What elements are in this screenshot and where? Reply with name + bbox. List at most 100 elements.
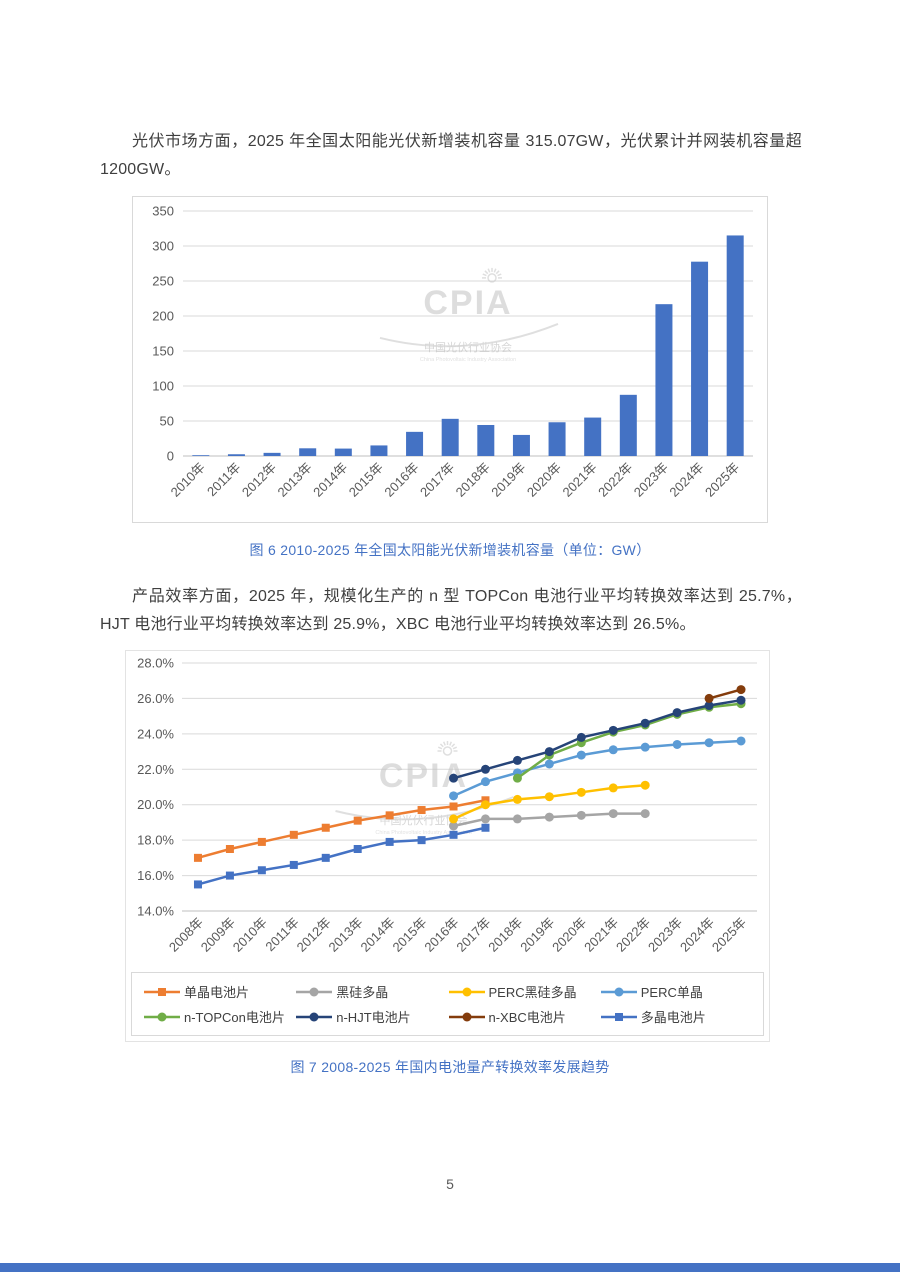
series-marker-PERC黑硅多晶 — [449, 814, 459, 824]
series-marker-黑硅多晶 — [512, 814, 522, 824]
cpia-watermark-logo: CPIA 中国光伏行业协会 China Photovoltaic Industry … — [379, 267, 559, 363]
series-marker-黑硅多晶 — [640, 809, 650, 819]
svg-text:2021年: 2021年 — [560, 460, 600, 500]
bar-chart-canvas: 0 50 100 150 200 250 300 350 CPIA 中国光伏行业协会 China P… — [152, 204, 753, 500]
bar-2017年 — [441, 418, 459, 456]
bar-2011年 — [227, 454, 245, 456]
bar-2013年 — [299, 448, 317, 456]
series-marker-多晶电池片 — [321, 853, 330, 862]
series-marker-PERC黑硅多晶 — [640, 780, 650, 790]
svg-text:18.0%: 18.0% — [137, 833, 174, 848]
svg-text:26.0%: 26.0% — [137, 691, 174, 706]
series-marker-黑硅多晶 — [480, 814, 490, 824]
series-marker-单晶电池片 — [385, 811, 394, 820]
svg-text:2013年: 2013年 — [275, 460, 315, 500]
series-marker-n-HJT电池片 — [736, 695, 746, 705]
series-line-多晶电池片 — [197, 826, 486, 886]
svg-text:2023年: 2023年 — [631, 460, 671, 500]
svg-text:2010年: 2010年 — [230, 915, 270, 955]
bar-2015年 — [370, 445, 388, 456]
series-marker-n-HJT电池片 — [608, 725, 618, 735]
series-marker-PERC黑硅多晶 — [544, 792, 554, 802]
line-chart-canvas: 14.0% 16.0% 18.0% 20.0% 22.0% 24.0% 26.0% 28.0%… — [137, 656, 757, 955]
series-marker-PERC单晶 — [449, 791, 459, 801]
series-marker-单晶电池片 — [449, 802, 458, 811]
bar-2014年 — [334, 448, 352, 456]
svg-text:28.0%: 28.0% — [137, 656, 174, 671]
series-marker-多晶电池片 — [481, 823, 490, 832]
series-marker-黑硅多晶 — [608, 809, 618, 819]
figure6-caption: 图 6 2010-2025 年全国太阳能光伏新增装机容量（单位：GW） — [249, 542, 651, 558]
series-marker-单晶电池片 — [353, 816, 362, 825]
svg-text:2024年: 2024年 — [666, 460, 706, 500]
svg-text:2015年: 2015年 — [389, 915, 429, 955]
series-marker-n-HJT电池片 — [640, 718, 650, 728]
series-marker-PERC单晶 — [544, 759, 554, 769]
legend-item-PERC单晶: PERC单晶 — [600, 982, 751, 1001]
svg-text:2022年: 2022年 — [595, 460, 635, 500]
svg-text:China Photovoltaic Industry As: China Photovoltaic Industry Association — [420, 357, 516, 363]
bar-2012年 — [263, 452, 281, 456]
series-marker-PERC黑硅多晶 — [576, 787, 586, 797]
series-marker-单晶电池片 — [225, 845, 234, 853]
svg-text:2017年: 2017年 — [453, 915, 493, 955]
series-marker-PERC黑硅多晶 — [608, 783, 618, 793]
svg-text:2019年: 2019年 — [517, 915, 557, 955]
paragraph-pv-market: 光伏市场方面，2025 年全国太阳能光伏新增装机容量 315.07GW，光伏累计… — [100, 133, 802, 178]
legend-item-多晶电池片: 多晶电池片 — [600, 1007, 751, 1026]
svg-text:2020年: 2020年 — [549, 915, 589, 955]
svg-text:2014年: 2014年 — [358, 915, 398, 955]
svg-text:中国光伏行业协会: 中国光伏行业协会 — [380, 813, 468, 827]
series-marker-多晶电池片 — [385, 837, 394, 846]
svg-text:2010年: 2010年 — [168, 460, 208, 500]
series-marker-黑硅多晶 — [576, 810, 586, 820]
legend-label: n-HJT电池片 — [336, 1010, 411, 1025]
bar-2019年 — [512, 434, 530, 456]
series-marker-PERC单晶 — [640, 742, 650, 752]
legend-item-n-XBC电池片: n-XBC电池片 — [448, 1007, 599, 1026]
series-marker-n-HJT电池片 — [449, 773, 459, 783]
series-marker-黑硅多晶 — [449, 821, 459, 831]
bar-2020年 — [548, 422, 566, 456]
svg-text:2024年: 2024年 — [677, 915, 717, 955]
legend-item-黑硅多晶: 黑硅多晶 — [296, 982, 446, 1001]
series-marker-n-HJT电池片 — [704, 701, 714, 711]
bar-2025年 — [726, 235, 744, 456]
series-marker-多晶电池片 — [353, 845, 362, 853]
legend-marker-icon — [296, 987, 333, 996]
legend-label: n-XBC电池片 — [488, 1010, 566, 1025]
legend-item-单晶电池片: 单晶电池片 — [144, 982, 294, 1001]
svg-text:0: 0 — [167, 449, 174, 464]
bar-2024年 — [691, 261, 709, 456]
series-marker-多晶电池片 — [193, 880, 202, 889]
series-marker-n-HJT电池片 — [512, 755, 522, 765]
series-marker-单晶电池片 — [417, 806, 426, 815]
bar-2023年 — [655, 304, 673, 456]
series-line-n-XBC电池片 — [708, 688, 742, 700]
svg-text:2009年: 2009年 — [198, 915, 238, 955]
series-marker-多晶电池片 — [289, 860, 298, 869]
svg-text:2011年: 2011年 — [204, 460, 244, 500]
svg-text:2018年: 2018年 — [485, 915, 525, 955]
svg-text:20.0%: 20.0% — [137, 797, 174, 812]
series-marker-n-HJT电池片 — [480, 764, 490, 774]
series-marker-黑硅多晶 — [544, 812, 554, 822]
svg-text:2012年: 2012年 — [239, 460, 279, 500]
svg-text:350: 350 — [152, 204, 174, 219]
svg-text:14.0%: 14.0% — [137, 904, 174, 919]
legend-marker-icon — [296, 1012, 333, 1021]
svg-text:2016年: 2016年 — [381, 460, 421, 500]
chart-legend: 单晶电池片 黑硅多晶 PERC黑硅多晶 PERC单晶 n-TOPCon电池片 n-HJT电… — [131, 972, 764, 1036]
series-marker-n-HJT电池片 — [576, 732, 586, 742]
series-marker-PERC单晶 — [704, 738, 714, 748]
legend-marker-icon — [448, 987, 485, 996]
svg-text:150: 150 — [152, 344, 174, 359]
svg-text:22.0%: 22.0% — [137, 762, 174, 777]
series-marker-n-HJT电池片 — [672, 708, 682, 718]
figure6-bar-chart: 0 50 100 150 200 250 300 350 CPIA 中国光伏行业协会 China P… — [132, 196, 768, 523]
svg-text:2008年: 2008年 — [166, 915, 206, 955]
svg-text:CPIA: CPIA — [423, 284, 512, 322]
legend-label: 单晶电池片 — [184, 985, 250, 1000]
series-marker-n-XBC电池片 — [704, 693, 714, 703]
paragraph-cell-efficiency: 产品效率方面，2025 年，规模化生产的 n 型 TOPCon 电池行业平均转换… — [100, 588, 802, 633]
